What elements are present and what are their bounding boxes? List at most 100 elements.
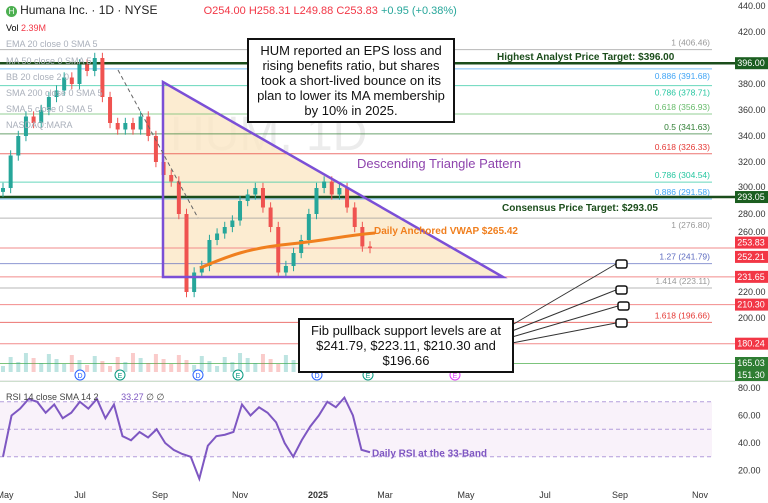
- candle: [62, 77, 67, 91]
- candle: [77, 64, 82, 84]
- candle: [360, 227, 365, 247]
- candle: [31, 116, 36, 123]
- candle: [222, 227, 227, 234]
- candle: [100, 58, 105, 97]
- price-tick: 380.00: [738, 79, 766, 89]
- price-badge-label: 151.30: [737, 370, 765, 380]
- indicator-ema20[interactable]: EMA 20 close 0 SMA 5: [6, 39, 98, 49]
- volume-bar: [85, 365, 90, 372]
- event-label: D: [77, 373, 82, 380]
- candle: [169, 175, 174, 182]
- fib-label: 0.886 (391.68): [655, 71, 710, 81]
- candle: [115, 123, 120, 130]
- volume-bar: [23, 353, 28, 372]
- pattern-label: Descending Triangle Pattern: [357, 156, 521, 171]
- fib-label: 0.786 (378.71): [655, 88, 710, 98]
- support-marker: [615, 285, 628, 295]
- highest-target-label: Highest Analyst Price Target: $396.00: [497, 52, 675, 63]
- rsi-legend[interactable]: RSI 14 close SMA 14 2 33.27 ∅ ∅: [6, 392, 164, 403]
- candle: [299, 240, 304, 253]
- candle: [283, 266, 288, 273]
- candle: [23, 116, 28, 136]
- candle: [345, 188, 350, 208]
- candle: [46, 97, 51, 110]
- rsi-line: [2, 395, 371, 483]
- fib-label: 1 (276.80): [671, 220, 710, 230]
- volume-value: 2.39M: [21, 23, 47, 33]
- volume-bar: [62, 364, 67, 372]
- x-tick: Mar: [377, 490, 393, 500]
- price-badge: [735, 57, 768, 70]
- price-badge: [735, 298, 768, 311]
- event-dividend-icon: [192, 369, 204, 381]
- candle: [329, 181, 334, 195]
- volume-bar: [222, 357, 227, 372]
- price-badge-label: 396.00: [737, 58, 765, 68]
- price-tick: 200.00: [738, 313, 766, 323]
- rsi-label: RSI 14 close SMA 14 2: [6, 392, 99, 402]
- candle: [1, 188, 5, 192]
- volume-bar: [192, 365, 197, 372]
- price-tick: 340.00: [738, 131, 766, 141]
- event-label: E: [118, 373, 123, 380]
- candle: [306, 214, 311, 240]
- volume-bar: [1, 366, 5, 372]
- candle: [337, 188, 342, 195]
- vwap-label: Daily Anchored VWAP $265.42: [374, 226, 518, 237]
- fib-label: 0.618 (356.93): [655, 102, 710, 112]
- candle: [176, 181, 181, 214]
- indicator-sma200[interactable]: SMA 200 close 0 SMA 5: [6, 88, 103, 98]
- candle: [352, 207, 357, 227]
- x-tick: Jul: [539, 490, 551, 500]
- volume-bar: [123, 362, 128, 372]
- volume-bar: [169, 364, 174, 372]
- event-label: E: [453, 373, 458, 380]
- candle: [8, 155, 13, 188]
- volume-bar: [54, 359, 59, 372]
- volume-bar: [92, 356, 97, 372]
- candle: [123, 123, 128, 130]
- volume-bar: [245, 358, 250, 372]
- price-badge-label: 210.30: [737, 300, 765, 310]
- fib-label: 0.886 (291.58): [655, 187, 710, 197]
- volume-bar: [291, 360, 296, 372]
- consensus-target-label: Consensus Price Target: $293.05: [502, 203, 658, 214]
- fib-label: 0.5 (341.63): [664, 122, 710, 132]
- candle: [268, 207, 273, 227]
- event-dividend-icon: [74, 369, 86, 381]
- indicator-compare-mara[interactable]: NASDAQ:MARA: [6, 120, 73, 130]
- price-badge-label: 165.03: [737, 358, 765, 368]
- rsi-tick: 80.00: [738, 383, 761, 393]
- price-badge: [735, 270, 768, 283]
- candle: [260, 188, 265, 208]
- price-badge-label: 231.65: [737, 272, 765, 282]
- candle: [245, 194, 250, 201]
- x-tick: Nov: [232, 490, 249, 500]
- candle: [108, 97, 113, 123]
- event-label: E: [236, 373, 241, 380]
- price-badge-label: 180.24: [737, 339, 765, 349]
- price-tick: 360.00: [738, 105, 766, 115]
- indicator-bb20[interactable]: BB 20 close 2 0: [6, 72, 70, 82]
- price-tick: 220.00: [738, 287, 766, 297]
- candle: [54, 90, 59, 97]
- fib-label: 1.618 (196.66): [655, 310, 710, 320]
- price-tick: 260.00: [738, 227, 766, 237]
- candle: [253, 188, 258, 195]
- volume-bar: [161, 359, 166, 372]
- connector-line: [511, 322, 617, 344]
- connector-line: [511, 289, 617, 332]
- price-tick: 300.00: [738, 182, 766, 192]
- volume-label: Vol: [6, 23, 19, 33]
- candle: [92, 58, 97, 71]
- indicator-ma50[interactable]: MA 50 close 0 SMA 5: [6, 56, 92, 66]
- indicator-sma5[interactable]: SMA 5 close 0 SMA 5: [6, 104, 93, 114]
- symbol-title[interactable]: Humana Inc. · 1D · NYSE: [20, 3, 158, 17]
- x-tick: Sep: [152, 490, 168, 500]
- candle: [215, 233, 220, 240]
- price-tick: 440.00: [738, 1, 766, 11]
- rsi-value: 33.27: [121, 392, 144, 402]
- event-earnings-icon: [114, 369, 126, 381]
- candle: [207, 240, 212, 266]
